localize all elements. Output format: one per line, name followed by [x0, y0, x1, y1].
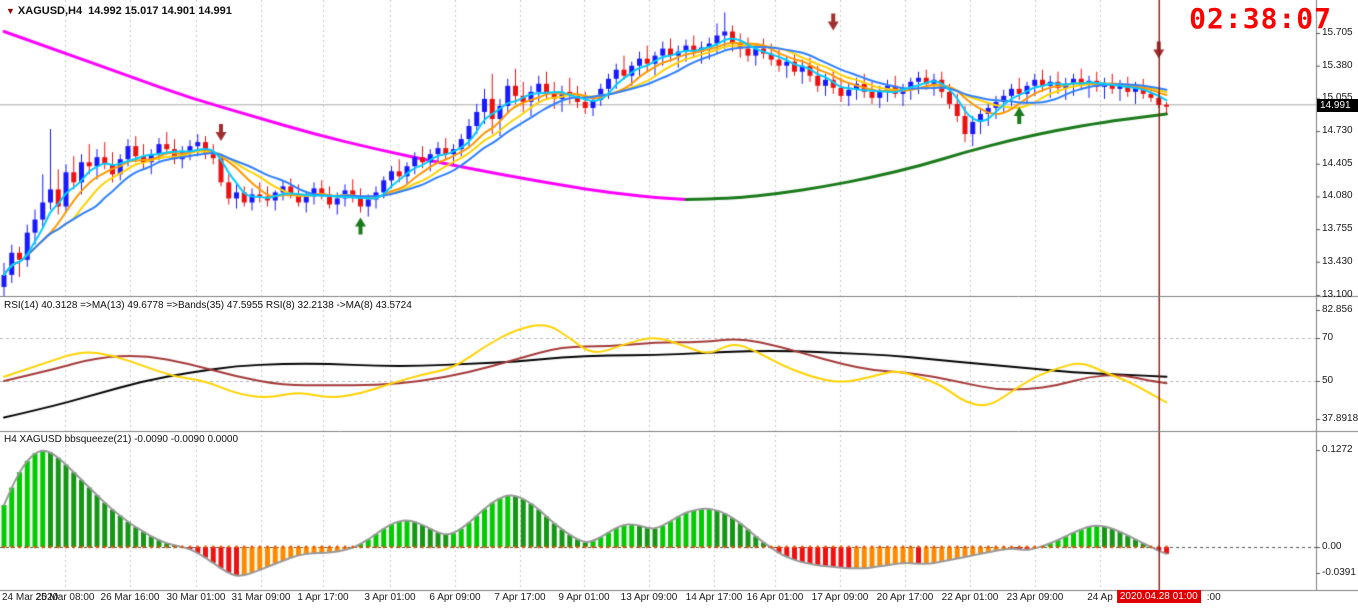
- price-axis-label: 14.730: [1322, 125, 1353, 137]
- price-axis-label: 13.100: [1322, 289, 1353, 300]
- time-axis-label: 9 Apr 01:00: [558, 592, 610, 603]
- current-price-tag: 14.991: [1317, 98, 1358, 112]
- time-axis-label: 31 Mar 09:00: [231, 592, 291, 603]
- symbol-name: XAGUSD,H4: [17, 5, 83, 17]
- squeeze-axis-label: -0.0391: [1322, 567, 1356, 578]
- time-axis-label: 17 Apr 09:00: [811, 592, 869, 603]
- price-axis-label: 14.080: [1322, 190, 1353, 202]
- rsi-axis-label: 70: [1322, 332, 1334, 343]
- time-axis-highlight: 2020.04.28 01:00: [1116, 590, 1201, 603]
- time-axis-label: 20 Apr 17:00: [876, 592, 934, 603]
- time-axis-label: 25 Mar 08:00: [35, 592, 95, 603]
- time-axis-label: 3 Apr 01:00: [364, 592, 416, 603]
- symbol-ohlc: 14.992 15.017 14.901 14.991: [88, 5, 232, 17]
- rsi-axis-label: 50: [1322, 375, 1334, 386]
- time-axis-label: 13 Apr 09:00: [620, 592, 678, 603]
- time-axis-label: 22 Apr 01:00: [941, 592, 999, 603]
- price-axis-label: 14.405: [1322, 157, 1353, 169]
- rsi-indicator-label: RSI(14) 40.3128 =>MA(13) 49.6778 =>Bands…: [4, 300, 412, 311]
- squeeze-indicator-label: H4 XAGUSD bbsqueeze(21) -0.0090 -0.0090 …: [4, 434, 239, 445]
- time-axis-label: 24 Mar 2020: [2, 592, 59, 603]
- time-axis-label: 26 Mar 16:00: [100, 592, 160, 603]
- market-clock: 02:38:07: [1189, 2, 1332, 35]
- squeeze-axis-label: 0.1272: [1322, 444, 1353, 455]
- price-axis-label: 15.705: [1322, 27, 1353, 38]
- time-axis-label: 30 Mar 01:00: [166, 592, 226, 603]
- price-axis-label: 15.055: [1322, 92, 1353, 103]
- time-axis-label: 14 Apr 17:00: [685, 592, 743, 603]
- time-axis-label: 24 Ap: [1087, 592, 1113, 603]
- price-axis-label: 13.430: [1322, 255, 1353, 267]
- time-axis-label: 7 Apr 17:00: [494, 592, 546, 603]
- rsi-axis-label: 82.856: [1322, 304, 1353, 315]
- symbol-title: ▼ XAGUSD,H4 14.992 15.017 14.901 14.991: [6, 5, 232, 17]
- time-axis-label: :00: [1206, 592, 1221, 603]
- symbol-marker-icon: ▼: [6, 6, 15, 16]
- price-axis-label: 13.755: [1322, 223, 1353, 235]
- price-axis-label: 15.380: [1322, 59, 1353, 71]
- time-axis-label: 6 Apr 09:00: [429, 592, 481, 603]
- time-axis-label: 23 Apr 09:00: [1006, 592, 1064, 603]
- time-axis-label: 1 Apr 17:00: [297, 592, 349, 603]
- rsi-axis-label: 37.8918: [1322, 413, 1358, 424]
- time-axis-label: 16 Apr 01:00: [746, 592, 804, 603]
- squeeze-axis-label: 0.00: [1322, 541, 1342, 552]
